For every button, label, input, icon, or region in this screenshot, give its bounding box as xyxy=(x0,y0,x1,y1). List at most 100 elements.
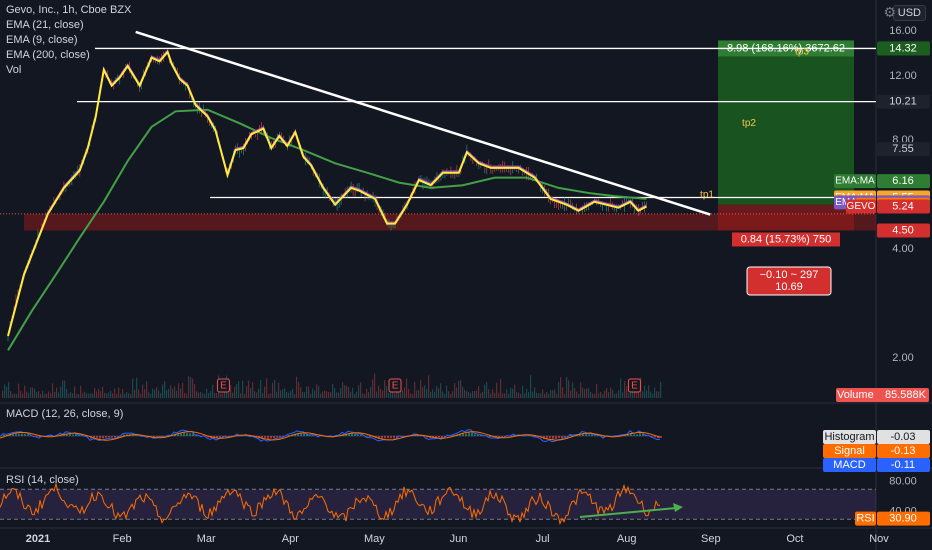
rsi-pane-title[interactable]: RSI (14, close) xyxy=(6,474,79,486)
volume-bar xyxy=(466,390,468,398)
volume-bar xyxy=(170,385,172,398)
volume-bar xyxy=(340,388,342,398)
macd-histogram-bar xyxy=(219,436,221,438)
volume-bar xyxy=(156,387,158,398)
indicator-ema200[interactable]: EMA (200, close) xyxy=(6,49,90,61)
volume-bar xyxy=(404,387,406,398)
macd-histogram-bar xyxy=(108,436,110,438)
macd-histogram-bar xyxy=(471,432,473,436)
volume-bar xyxy=(42,390,44,398)
volume-bar xyxy=(520,393,522,398)
macd-histogram-bar xyxy=(156,436,158,438)
macd-histogram-bar xyxy=(651,436,653,437)
loss-label-bg xyxy=(732,232,840,247)
macd-histogram-bar xyxy=(459,433,461,436)
volume-bar xyxy=(436,385,438,398)
volume-bar xyxy=(198,392,200,398)
volume-bar xyxy=(220,393,222,398)
macd-histogram-bar xyxy=(99,436,101,439)
price-badge: 7.55 xyxy=(892,143,913,155)
volume-bar xyxy=(484,384,486,398)
support-zone xyxy=(24,213,876,231)
volume-bar xyxy=(334,388,336,398)
volume-bar xyxy=(352,387,354,398)
currency-button[interactable]: USD xyxy=(892,5,926,21)
volume-bar xyxy=(154,389,156,398)
volume-bar xyxy=(486,381,488,398)
macd-histogram-bar xyxy=(654,436,656,438)
volume-bar xyxy=(66,388,68,398)
indicator-value-badge: 6.16 xyxy=(892,175,913,187)
volume-bar xyxy=(158,390,160,398)
volume-bar xyxy=(584,389,586,398)
volume-bar xyxy=(374,373,376,398)
volume-bar xyxy=(326,391,328,398)
macd-histogram-bar xyxy=(579,434,581,436)
volume-bar xyxy=(172,388,174,398)
macd-pane-title[interactable]: MACD (12, 26, close, 9) xyxy=(6,408,124,420)
volume-bar xyxy=(236,384,238,398)
volume-bar xyxy=(522,385,524,398)
volume-bar xyxy=(532,391,534,398)
volume-bar xyxy=(294,393,296,398)
macd-histogram-bar xyxy=(558,436,560,439)
earnings-marker-label: E xyxy=(631,381,638,392)
target-label: tp3 xyxy=(795,47,809,58)
macd-histogram-bar xyxy=(207,436,209,438)
earnings-marker-bg xyxy=(388,378,402,393)
volume-bar xyxy=(240,393,242,398)
volume-bar xyxy=(60,386,62,398)
volume-bar xyxy=(322,391,324,398)
macd-histogram-bar xyxy=(357,434,359,436)
volume-bar xyxy=(512,388,514,398)
macd-histogram-bar xyxy=(96,436,98,438)
macd-histogram-bar xyxy=(261,436,263,440)
gear-icon[interactable]: ⚙ xyxy=(883,4,896,20)
indicator-ema9[interactable]: EMA (9, close) xyxy=(6,34,78,46)
volume-bar xyxy=(76,393,78,398)
volume-bar xyxy=(54,391,56,398)
volume-bar xyxy=(614,393,616,398)
volume-bar xyxy=(244,393,246,398)
volume-bar xyxy=(406,378,408,398)
symbol-title[interactable]: Gevo, Inc., 1h, Cboe BZX xyxy=(6,4,132,16)
macd-histogram-bar xyxy=(9,434,11,436)
volume-bar xyxy=(210,391,212,398)
macd-histogram-bar xyxy=(636,434,638,436)
macd-histogram-bar xyxy=(393,436,395,439)
volume-bar xyxy=(364,393,366,398)
volume-bar xyxy=(58,392,60,398)
chart-legend: Gevo, Inc., 1h, Cboe BZX EMA (21, close)… xyxy=(6,3,131,78)
volume-bar xyxy=(184,392,186,398)
indicator-value-badge: 5.24 xyxy=(892,200,913,212)
indicator-volume[interactable]: Vol xyxy=(6,64,22,76)
macd-histogram-bar xyxy=(645,435,647,436)
macd-badge-name-bg xyxy=(823,458,876,472)
volume-bar xyxy=(80,385,82,398)
macd-histogram-bar xyxy=(105,436,107,438)
macd-histogram-bar xyxy=(3,434,5,436)
macd-histogram-bar xyxy=(489,436,491,437)
volume-bar xyxy=(502,393,504,398)
volume-bar xyxy=(24,385,26,398)
volume-bar xyxy=(578,393,580,398)
volume-bar xyxy=(476,390,478,398)
volume-bar xyxy=(582,387,584,398)
volume-bar xyxy=(86,393,88,398)
volume-bar xyxy=(480,393,482,398)
volume-bar xyxy=(284,388,286,398)
indicator-name-label: GEVO xyxy=(847,201,876,212)
volume-bar xyxy=(72,393,74,398)
volume-bar xyxy=(510,387,512,398)
volume-bar xyxy=(292,389,294,398)
volume-bar xyxy=(428,375,430,398)
x-tick-label: Jul xyxy=(536,533,550,545)
volume-bar xyxy=(192,378,194,398)
macd-histogram-bar xyxy=(465,433,467,436)
indicator-ema21[interactable]: EMA (21, close) xyxy=(6,19,84,31)
macd-histogram-bar xyxy=(345,434,347,436)
volume-bar xyxy=(150,393,152,398)
earnings-marker-label: E xyxy=(220,381,227,392)
volume-bar xyxy=(454,382,456,398)
